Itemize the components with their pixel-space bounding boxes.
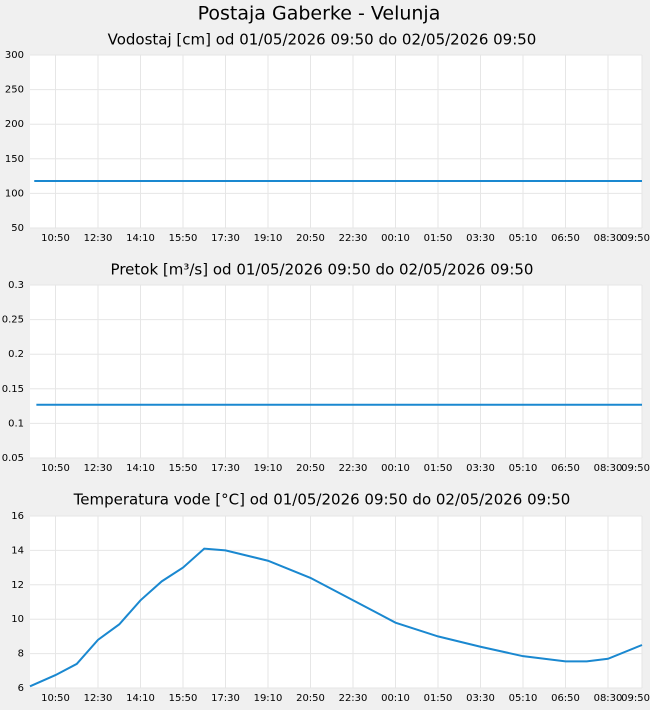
y-tick-label: 0.15 [2,384,24,395]
x-tick-label: 17:30 [211,693,240,704]
x-tick-label: 14:10 [126,693,155,704]
x-tick-label: 01:50 [424,693,453,704]
x-tick-label: 17:30 [211,463,240,474]
x-tick-label: 20:50 [296,233,325,244]
y-tick-label: 150 [5,154,24,165]
x-tick-label: 06:50 [551,693,580,704]
x-tick-label: 05:10 [509,463,538,474]
x-tick-label: 00:10 [381,233,410,244]
x-tick-label: 14:10 [126,233,155,244]
x-tick-label: 10:50 [41,693,70,704]
x-tick-label: 15:50 [169,233,198,244]
x-tick-label: 09:50 [621,693,650,704]
x-tick-label: 19:10 [254,233,283,244]
x-tick-label: 05:10 [509,693,538,704]
x-tick-label: 20:50 [296,463,325,474]
plot-area [30,55,642,228]
x-tick-label: 00:10 [381,463,410,474]
chart-subtitle: Temperatura vode [°C] od 01/05/2026 09:5… [73,491,571,509]
x-tick-label: 12:30 [84,233,113,244]
y-tick-label: 50 [11,223,24,234]
plot-area [30,285,642,458]
x-tick-label: 14:10 [126,463,155,474]
y-tick-label: 0.2 [8,349,24,360]
page-title: Postaja Gaberke - Velunja [198,3,441,25]
y-tick-label: 0.3 [8,280,24,291]
y-tick-label: 0.05 [2,453,24,464]
x-tick-label: 22:30 [339,463,368,474]
y-tick-label: 0.1 [8,418,24,429]
data-line [29,547,643,688]
x-tick-label: 17:30 [211,233,240,244]
chart-subtitle: Pretok [m³/s] od 01/05/2026 09:50 do 02/… [111,261,534,279]
x-tick-label: 15:50 [169,693,198,704]
x-tick-label: 08:30 [594,693,623,704]
y-tick-label: 12 [11,580,24,591]
y-tick-label: 250 [5,85,24,96]
y-tick-label: 10 [11,614,24,625]
x-tick-label: 09:50 [621,463,650,474]
x-tick-label: 06:50 [551,233,580,244]
x-tick-label: 10:50 [41,233,70,244]
x-tick-label: 08:30 [594,233,623,244]
x-tick-label: 08:30 [594,463,623,474]
y-tick-label: 0.25 [2,315,24,326]
y-tick-label: 100 [5,188,24,199]
y-tick-label: 8 [18,649,24,660]
y-tick-label: 6 [18,683,24,694]
y-tick-label: 16 [11,511,24,522]
x-tick-label: 22:30 [339,693,368,704]
y-tick-label: 200 [5,119,24,130]
x-tick-label: 15:50 [169,463,198,474]
x-tick-label: 20:50 [296,693,325,704]
x-tick-label: 06:50 [551,463,580,474]
x-tick-label: 01:50 [424,233,453,244]
x-tick-label: 22:30 [339,233,368,244]
x-tick-label: 12:30 [84,693,113,704]
plot-area [30,516,642,688]
x-tick-label: 09:50 [621,233,650,244]
x-tick-label: 19:10 [254,463,283,474]
x-tick-label: 05:10 [509,233,538,244]
chart-subtitle: Vodostaj [cm] od 01/05/2026 09:50 do 02/… [108,31,537,49]
x-tick-label: 03:30 [466,463,495,474]
x-tick-label: 03:30 [466,693,495,704]
x-tick-label: 19:10 [254,693,283,704]
y-tick-label: 14 [11,545,24,556]
x-tick-label: 10:50 [41,463,70,474]
x-tick-label: 03:30 [466,233,495,244]
x-tick-label: 12:30 [84,463,113,474]
y-tick-label: 300 [5,50,24,61]
x-tick-label: 01:50 [424,463,453,474]
x-tick-label: 00:10 [381,693,410,704]
